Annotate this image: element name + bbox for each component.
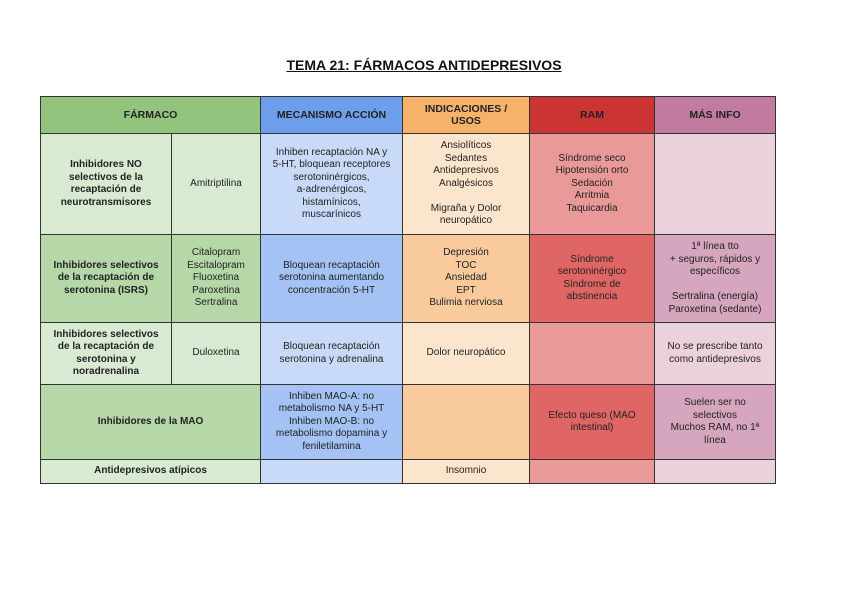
header-info: MÁS INFO bbox=[654, 96, 776, 134]
group-cell: Inhibidores selectivos de la recaptación… bbox=[40, 322, 172, 385]
drugs-cell: Duloxetina bbox=[171, 322, 261, 385]
mechanism-cell: Bloquean recaptación serotonina y adrena… bbox=[260, 322, 403, 385]
header-indicaciones: INDICACIONES / USOS bbox=[402, 96, 530, 134]
antidepressants-table: FÁRMACO MECANISMO ACCIÓN INDICACIONES / … bbox=[40, 96, 776, 484]
table-row: Antidepresivos atípicos Insomnio bbox=[40, 459, 776, 484]
ram-cell: Síndrome seco Hipotensión orto Sedación … bbox=[529, 133, 655, 235]
table-row: Inhibidores de la MAO Inhiben MAO-A: no … bbox=[40, 384, 776, 460]
header-mecanismo: MECANISMO ACCIÓN bbox=[260, 96, 403, 134]
group-cell: Inhibidores selectivos de la recaptación… bbox=[40, 234, 172, 323]
header-farmaco: FÁRMACO bbox=[40, 96, 261, 134]
indications-cell: Depresión TOC Ansiedad EPT Bulimia nervi… bbox=[402, 234, 530, 323]
info-cell: 1ª línea tto + seguros, rápidos y especí… bbox=[654, 234, 776, 323]
ram-cell bbox=[529, 459, 655, 484]
info-cell bbox=[654, 459, 776, 484]
mechanism-cell: Inhiben MAO-A: no metabolismo NA y 5-HT … bbox=[260, 384, 403, 460]
info-cell: Suelen ser no selectivos Muchos RAM, no … bbox=[654, 384, 776, 460]
page-title: TEMA 21: FÁRMACOS ANTIDEPRESIVOS bbox=[286, 57, 562, 73]
indications-cell bbox=[402, 384, 530, 460]
mechanism-cell: Bloquean recaptación serotonina aumentan… bbox=[260, 234, 403, 323]
header-row: FÁRMACO MECANISMO ACCIÓN INDICACIONES / … bbox=[40, 96, 776, 134]
drugs-cell: Amitriptilina bbox=[171, 133, 261, 235]
indications-cell: Ansiolíticos Sedantes Antidepresivos Ana… bbox=[402, 133, 530, 235]
group-cell: Inhibidores NO selectivos de la recaptac… bbox=[40, 133, 172, 235]
info-cell: No se prescribe tanto como antidepresivo… bbox=[654, 322, 776, 385]
header-ram: RAM bbox=[529, 96, 655, 134]
group-cell: Antidepresivos atípicos bbox=[40, 459, 261, 484]
mechanism-cell: Inhiben recaptación NA y 5-HT, bloquean … bbox=[260, 133, 403, 235]
ram-cell bbox=[529, 322, 655, 385]
table-row: Inhibidores selectivos de la recaptación… bbox=[40, 234, 776, 323]
indications-cell: Insomnio bbox=[402, 459, 530, 484]
group-cell: Inhibidores de la MAO bbox=[40, 384, 261, 460]
ram-cell: Efecto queso (MAO intestinal) bbox=[529, 384, 655, 460]
mechanism-cell bbox=[260, 459, 403, 484]
ram-cell: Síndrome serotoninérgico Síndrome de abs… bbox=[529, 234, 655, 323]
info-cell bbox=[654, 133, 776, 235]
table-row: Inhibidores NO selectivos de la recaptac… bbox=[40, 133, 776, 235]
indications-cell: Dolor neuropático bbox=[402, 322, 530, 385]
drugs-cell: Citalopram Escitalopram Fluoxetina Parox… bbox=[171, 234, 261, 323]
table-row: Inhibidores selectivos de la recaptación… bbox=[40, 322, 776, 385]
